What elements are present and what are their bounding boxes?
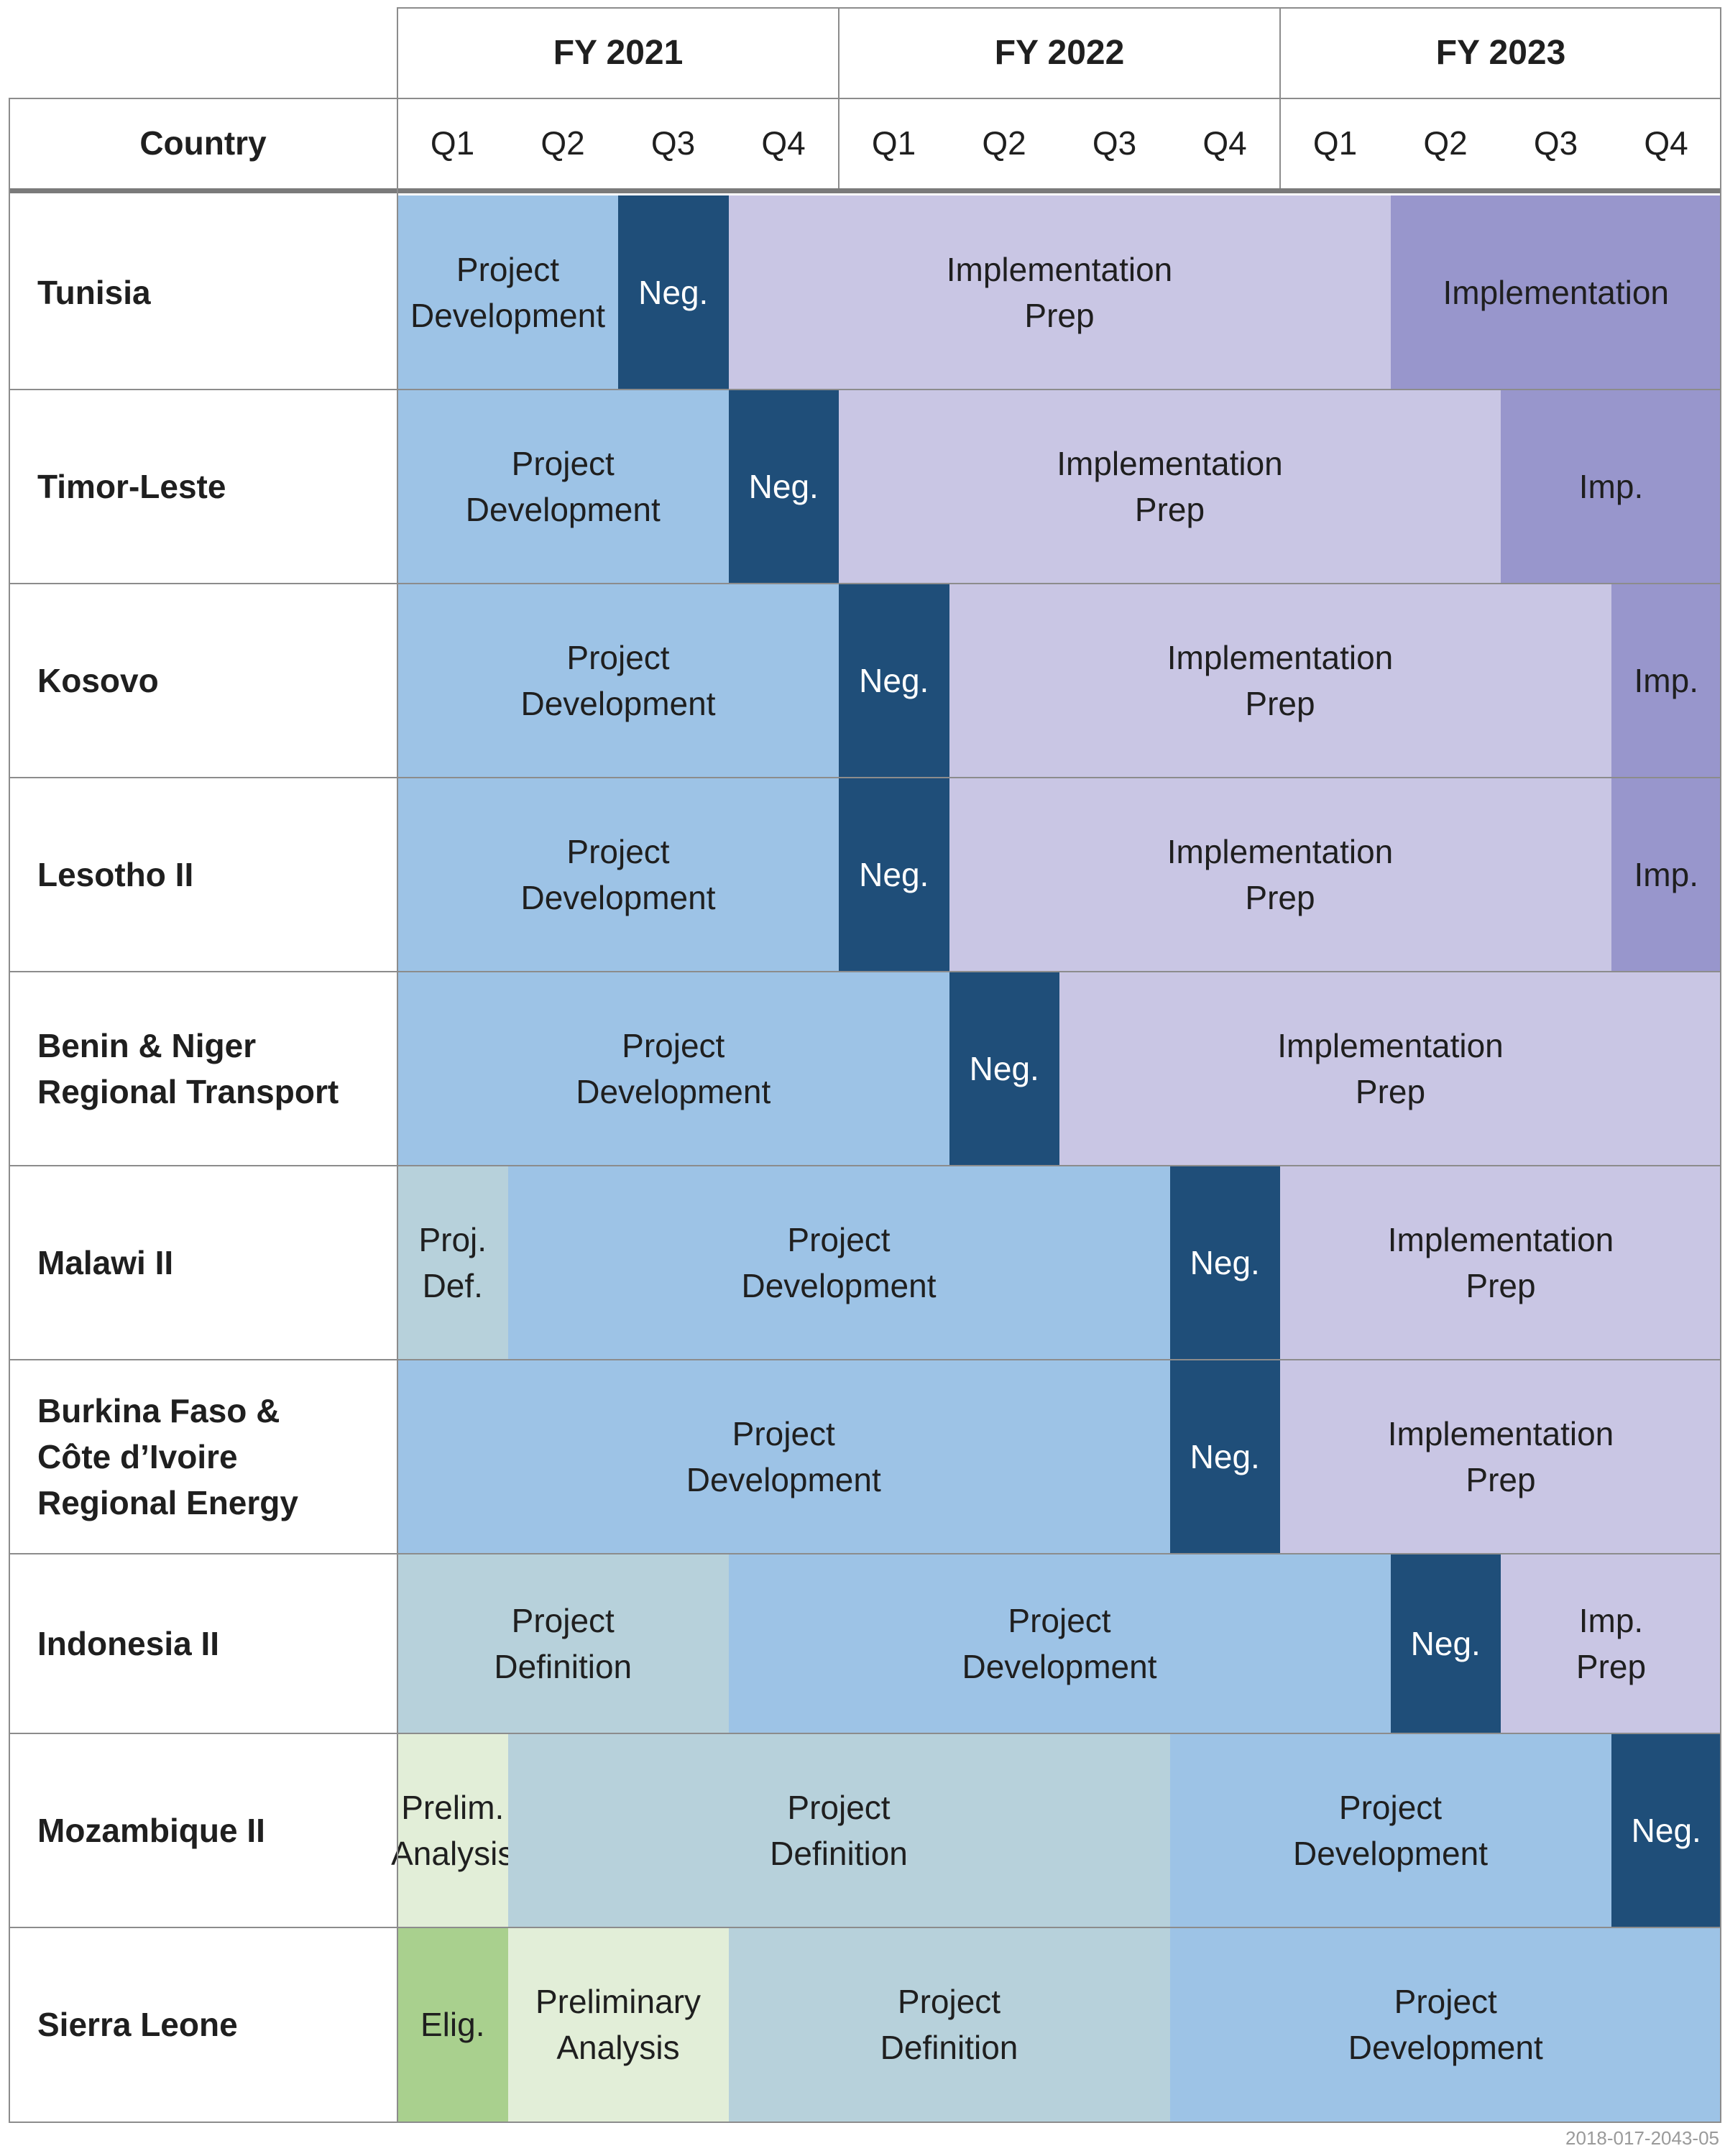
row-divider xyxy=(9,1927,1721,1928)
phase-bar-negotiation: Neg. xyxy=(1611,1733,1721,1927)
row-divider xyxy=(9,583,1721,584)
figure-code: 2018-017-2043-05 xyxy=(1565,2127,1719,2149)
phase-bar-negotiation: Neg. xyxy=(618,195,729,390)
phase-bar-implementation-prep: Implementation Prep xyxy=(839,390,1501,584)
phase-bar-preliminary-analysis: Preliminary Analysis xyxy=(507,1927,729,2122)
phase-bar-project-development: Project Development xyxy=(507,1166,1170,1360)
phase-bar-project-development: Project Development xyxy=(397,195,618,390)
phase-bar-eligibility: Elig. xyxy=(397,1927,508,2122)
grid-line xyxy=(9,98,1721,99)
header-rule xyxy=(9,188,1721,193)
phase-bar-implementation: Imp. xyxy=(1611,584,1721,778)
phase-bar-implementation: Imp. xyxy=(1611,778,1721,972)
phase-bar-implementation-prep: Imp. Prep xyxy=(1501,1554,1721,1733)
grid-line xyxy=(1279,7,1281,188)
country-label: Indonesia II xyxy=(37,1625,220,1662)
row-divider xyxy=(9,971,1721,972)
country-label: Malawi II xyxy=(37,1244,174,1281)
phase-bar-negotiation: Neg. xyxy=(839,584,949,778)
country-label: Sierra Leone xyxy=(37,2006,238,2043)
phase-bar-negotiation: Neg. xyxy=(1169,1360,1280,1554)
country-label: Timor-Leste xyxy=(37,468,226,505)
country-label: Lesotho II xyxy=(37,856,194,893)
grid-line xyxy=(397,7,398,2122)
phase-bar-project-definition: Project Definition xyxy=(728,1927,1170,2122)
country-label: Benin & Niger Regional Transport xyxy=(37,1027,339,1110)
row-divider xyxy=(9,777,1721,778)
fiscal-year-header: FY 2023 xyxy=(1435,33,1566,72)
quarter-header: Q2 xyxy=(1423,124,1468,162)
phase-bar-project-definition: Project Definition xyxy=(507,1733,1170,1927)
phase-bar-project-development: Project Development xyxy=(397,1360,1170,1554)
phase-bar-negotiation: Neg. xyxy=(728,390,839,584)
phase-bar-implementation-prep: Implementation Prep xyxy=(1059,972,1721,1166)
phase-bar-preliminary-analysis: Prelim. Analysis xyxy=(391,1733,514,1927)
country-label: Tunisia xyxy=(37,274,151,311)
phase-bar-implementation-prep: Implementation Prep xyxy=(1280,1166,1721,1360)
quarter-header: Q2 xyxy=(982,124,1026,162)
fiscal-year-header: FY 2021 xyxy=(553,33,684,72)
phase-bar-project-development: Project Development xyxy=(1169,1927,1721,2122)
quarter-header: Q1 xyxy=(871,124,916,162)
grid-line xyxy=(397,7,1721,9)
quarter-header: Q4 xyxy=(1644,124,1688,162)
phase-bar-implementation: Implementation xyxy=(1390,195,1721,390)
phase-bar-project-development: Project Development xyxy=(397,972,949,1166)
grid-line xyxy=(838,7,840,188)
quarter-header: Q3 xyxy=(1533,124,1578,162)
quarter-header: Q1 xyxy=(1312,124,1358,162)
grid-line xyxy=(9,2122,1721,2123)
phase-bar-implementation-prep: Implementation Prep xyxy=(949,584,1611,778)
country-column-header: Country xyxy=(139,124,267,162)
country-label: Burkina Faso & Côte d’Ivoire Regional En… xyxy=(37,1392,298,1521)
phase-bar-project-development: Project Development xyxy=(397,584,839,778)
phase-bar-implementation-prep: Implementation Prep xyxy=(1280,1360,1721,1554)
grid-line xyxy=(1720,98,1721,2122)
phase-bar-implementation-prep: Implementation Prep xyxy=(728,195,1391,390)
quarter-header: Q3 xyxy=(650,124,696,162)
country-label: Kosovo xyxy=(37,662,159,699)
grid-line xyxy=(9,98,10,2122)
phase-bar-project-development: Project Development xyxy=(397,778,839,972)
phase-bar-negotiation: Neg. xyxy=(839,778,949,972)
quarter-header: Q4 xyxy=(761,124,806,162)
country-label: Mozambique II xyxy=(37,1812,265,1849)
quarter-header: Q4 xyxy=(1202,124,1247,162)
row-divider xyxy=(9,1733,1721,1734)
quarter-header: Q2 xyxy=(540,124,585,162)
phase-bar-project-definition: Proj. Def. xyxy=(397,1166,508,1360)
phase-bar-project-development: Project Development xyxy=(728,1554,1391,1733)
phase-bar-implementation: Imp. xyxy=(1501,390,1721,584)
phase-bar-project-development: Project Development xyxy=(397,390,729,584)
fiscal-year-header: FY 2022 xyxy=(994,33,1125,72)
phase-bar-implementation-prep: Implementation Prep xyxy=(949,778,1611,972)
phase-bar-project-development: Project Development xyxy=(1169,1733,1611,1927)
quarter-header: Q3 xyxy=(1092,124,1137,162)
row-divider xyxy=(9,1165,1721,1166)
phase-bar-negotiation: Neg. xyxy=(1390,1554,1501,1733)
row-divider xyxy=(9,1359,1721,1360)
phase-bar-negotiation: Neg. xyxy=(949,972,1059,1166)
row-divider xyxy=(9,389,1721,390)
quarter-header: Q1 xyxy=(430,124,475,162)
row-divider xyxy=(9,1553,1721,1554)
phase-bar-project-definition: Project Definition xyxy=(397,1554,729,1733)
phase-bar-negotiation: Neg. xyxy=(1169,1166,1280,1360)
